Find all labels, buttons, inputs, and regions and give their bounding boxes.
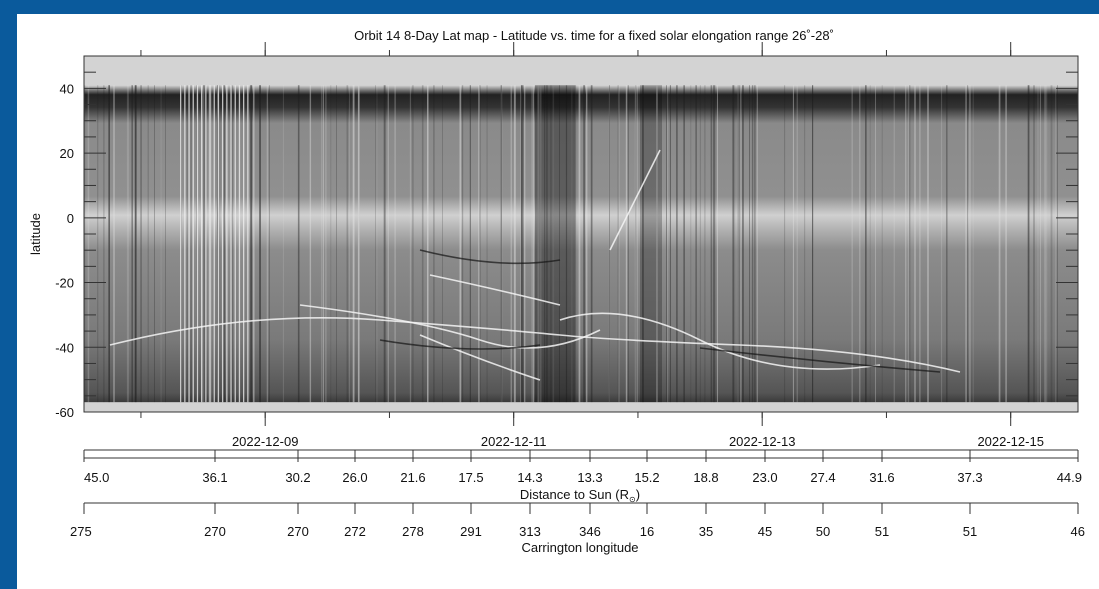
distance-tick-label: 23.0 [752, 470, 777, 485]
window-frame-left [0, 0, 17, 589]
carrington-tick-label: 16 [640, 524, 654, 539]
carrington-axis-label: Carrington longitude [521, 540, 638, 555]
distance-tick-label: 27.4 [810, 470, 835, 485]
distance-axis: 45.0 36.1 30.2 26.0 21.6 17.5 14.3 13.3 15.2 18.8… [83, 450, 1082, 485]
carrington-tick-label: 51 [875, 524, 889, 539]
distance-tick-label: 37.3 [957, 470, 982, 485]
distance-tick-label: 15.2 [634, 470, 659, 485]
carrington-tick-label: 272 [344, 524, 366, 539]
distance-tick-label: 36.1 [202, 470, 227, 485]
distance-tick-label: 18.8 [693, 470, 718, 485]
carrington-axis: 275 270 270 272 278 291 313 346 16 35 45 50 51 51 46 [70, 502, 1085, 539]
y-axis-ticks: 40 20 0 -20 -40 -60 [55, 55, 1078, 420]
distance-tick-label: 44.9 [1057, 470, 1082, 485]
distance-tick-label: 45.0 [84, 470, 109, 485]
carrington-tick-label: 270 [204, 524, 226, 539]
top-axis-ticks [140, 42, 1012, 56]
carrington-tick-label: 278 [402, 524, 424, 539]
date-tick-label: 2022-12-13 [729, 434, 796, 449]
date-axis: 2022-12-09 2022-12-11 2022-12-13 2022-12-15 [84, 412, 1078, 451]
carrington-tick-label: 275 [70, 524, 92, 539]
date-tick-label: 2022-12-11 [481, 434, 547, 449]
distance-tick-label: 13.3 [577, 470, 602, 485]
distance-tick-label: 30.2 [285, 470, 310, 485]
carrington-tick-label: 270 [287, 524, 309, 539]
distance-tick-label: 26.0 [342, 470, 367, 485]
y-tick-label: 40 [60, 81, 74, 96]
carrington-tick-label: 346 [579, 524, 601, 539]
y-tick-label: -20 [55, 276, 74, 291]
y-tick-label: -40 [55, 340, 74, 355]
y-tick-label: 20 [60, 146, 74, 161]
map-base [84, 85, 1078, 403]
window-frame-top [0, 0, 1099, 14]
chart-title: Orbit 14 8-Day Lat map - Latitude vs. ti… [354, 28, 834, 43]
latitude-time-map [84, 56, 1078, 412]
carrington-tick-label: 35 [699, 524, 713, 539]
distance-tick-label: 17.5 [458, 470, 483, 485]
y-axis-label: latitude [28, 213, 43, 255]
carrington-tick-label: 50 [816, 524, 830, 539]
distance-tick-label: 21.6 [400, 470, 425, 485]
padding-band-top [84, 56, 1078, 86]
padding-band-bottom [84, 402, 1078, 412]
carrington-tick-label: 313 [519, 524, 541, 539]
date-tick-label: 2022-12-15 [977, 434, 1044, 449]
y-tick-label: -60 [55, 405, 74, 420]
carrington-tick-label: 51 [963, 524, 977, 539]
date-tick-label: 2022-12-09 [232, 434, 299, 449]
y-tick-label: 0 [67, 211, 74, 226]
carrington-tick-label: 291 [460, 524, 482, 539]
carrington-tick-label: 46 [1071, 524, 1085, 539]
distance-tick-label: 31.6 [869, 470, 894, 485]
distance-axis-label: Distance to Sun (R⊙) [520, 487, 640, 504]
carrington-tick-label: 45 [758, 524, 772, 539]
distance-tick-label: 14.3 [517, 470, 542, 485]
